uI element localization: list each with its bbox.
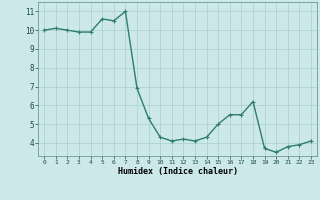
X-axis label: Humidex (Indice chaleur): Humidex (Indice chaleur) bbox=[118, 167, 238, 176]
